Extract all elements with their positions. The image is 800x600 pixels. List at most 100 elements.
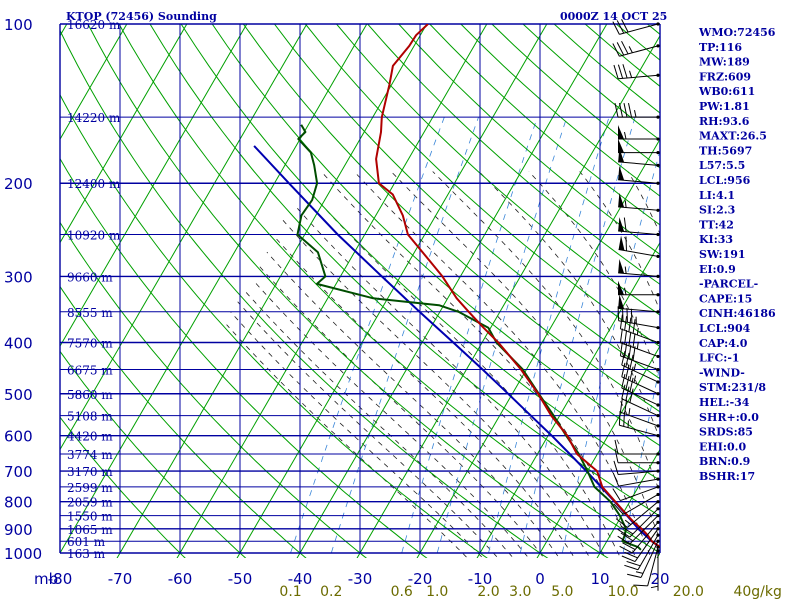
wind-pennant [618,192,625,208]
temperature-tick-label: 0 [535,570,545,588]
isotherm-line [476,241,660,558]
isotherm-line [0,12,14,564]
index-entry: SHR+:0.0 [699,411,759,424]
pressure-tick-label: 200 [4,175,33,193]
dry-adiabat-line [336,24,660,316]
wind-staff [618,230,659,236]
wind-barb-full [625,386,630,401]
wind-barb-full [632,346,636,361]
temperature-tick-label: -60 [168,570,193,588]
wind-barb-full [619,341,623,356]
dry-adiabat-line [180,24,660,482]
temperature-tick-label: -20 [408,570,433,588]
index-entry: STM:231/8 [699,381,766,394]
wind-staff [620,411,659,427]
temperature-tick-label: -70 [108,570,133,588]
wind-barb [613,64,660,80]
pressure-tick-label: 800 [4,494,33,512]
wind-barb-full [613,503,624,515]
dry-adiabat-line [87,24,609,558]
wind-staff [620,486,659,502]
wind-barb-full [620,532,634,542]
index-entry: CINH:46186 [699,307,776,320]
wind-barb-half [624,131,627,140]
moist-adiabat-line [257,264,545,558]
wind-barb-full [619,314,623,329]
index-entry: CAP:4.0 [699,337,748,350]
wind-staff [634,528,659,562]
wind-barb [618,235,660,259]
wind-barb [618,294,660,314]
wind-barb [612,485,660,502]
height-label: 3774 m [67,448,113,462]
moist-adiabat-line [390,171,660,542]
pressure-tick-label: 600 [4,428,33,446]
temperature-tick-label: -10 [468,570,493,588]
wind-staff [618,179,659,184]
index-entry: SRDS:85 [699,426,753,439]
profile-lines [253,24,660,551]
wind-pennant [618,138,624,153]
isotherm-line [296,24,608,558]
wind-barb [612,40,660,57]
wind-barb-full [613,64,619,79]
isotherm-line [60,24,368,554]
wind-staff [618,307,659,313]
wind-barb-full [625,236,627,251]
pressure-tick-label: 400 [4,334,33,352]
wind-staff [629,515,659,545]
wind-barb [627,539,660,578]
wind-barb-half [624,287,627,295]
wind-barb-full [624,316,628,331]
wind-barb-full [624,343,628,358]
wind-barb [618,165,660,185]
dry-adiabat-line [60,285,307,558]
wind-barb-half [636,341,639,349]
wind-pennant [618,217,625,232]
index-entry: MAXT:26.5 [699,130,767,143]
height-label: 12400 m [67,177,121,191]
height-label: 1550 m [67,510,113,524]
height-label: 4420 m [67,430,113,444]
dry-adiabat-line [60,29,549,558]
wind-barb [615,500,660,528]
dry-adiabat-line [60,93,488,558]
wind-barb-full [616,20,625,34]
wind-staff [621,387,659,406]
height-label: 16620 m [67,18,121,32]
moist-adiabat-line [294,204,606,558]
wind-staff [618,478,659,487]
mixing-ratio-label: 20.0 [673,584,704,600]
chart-title: KTOP (72456) Sounding [66,10,217,23]
height-label: 3170 m [67,465,113,479]
wind-barb [612,472,660,487]
wind-staff [620,342,659,357]
index-entry: BSHR:17 [699,470,755,483]
mixing-ratio-label: 1.0 [426,584,448,600]
isotherm-line [416,138,660,558]
wind-staff [621,364,659,383]
index-entry: LCL:904 [699,322,751,335]
dry-adiabats [60,24,660,558]
isotherm-line [60,24,128,141]
isotherm-line [773,12,800,564]
wind-staff [618,74,659,80]
moist-adiabat-line [306,188,621,558]
moist-adiabat-line [432,171,660,495]
wind-barb-full [622,542,636,550]
wind-barb-half [628,408,631,416]
moist-adiabat-line [276,238,576,558]
wind-barb [618,410,660,438]
wind-staff [623,494,659,515]
wind-barb-full [613,460,619,475]
isotherm-line [60,24,68,37]
wind-barb-full [621,362,626,377]
pressure-tick-label: 1000 [4,545,42,563]
wind-barb-half [634,110,637,118]
wind-barb-full [632,333,636,348]
index-entry: RH:93.6 [699,115,750,128]
index-entry: TH:5697 [699,144,752,157]
wind-barb [617,507,660,538]
wind-barb-full [612,21,620,35]
wind-barb [621,527,660,563]
